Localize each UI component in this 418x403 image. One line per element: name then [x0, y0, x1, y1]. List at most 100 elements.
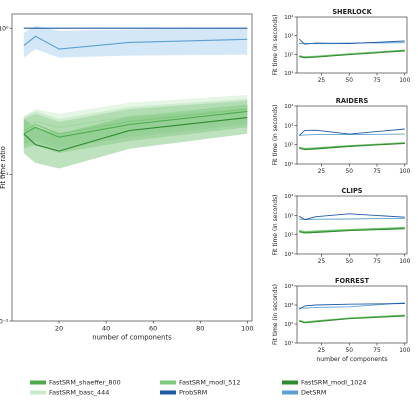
x-tick-label: 75 [373, 169, 381, 175]
legend-swatch [282, 390, 298, 395]
x-axis-label: number of components [316, 356, 387, 363]
x-tick-label: 40 [102, 325, 110, 333]
x-tick-label: 100 [399, 169, 410, 175]
y-axis-label: Fit time (in seconds) [272, 284, 279, 345]
axes-frame [296, 105, 408, 165]
series-line-fastsrm-shaeffer-800 [299, 227, 405, 233]
panel-title: FORREST [335, 277, 370, 285]
plot-area [298, 38, 405, 59]
series-line-detsrm [299, 217, 405, 221]
legend-item-fastsrm-shaeffer-800: FastSRM_shaeffer_800 [30, 379, 121, 387]
y-tick-label: 10³ [284, 302, 293, 309]
legend: FastSRM_shaeffer_800 FastSRM_modl_512 Fast… [30, 379, 366, 397]
legend-label: DetSRM [301, 389, 326, 397]
legend-label: ProbSRM [179, 389, 207, 397]
axes-frame [11, 13, 253, 322]
panel-sherlock: 25 50 75 100 10⁴ 10³ 10² 10¹ SHERLOCK Fit time (i… [272, 8, 411, 84]
series-line-fastsrm-modl-1024 [299, 228, 405, 234]
legend-item-detsrm: DetSRM [282, 389, 326, 397]
y-tick-label: 10³ [284, 212, 293, 219]
x-tick-label: 100 [399, 78, 410, 84]
legend-label: FastSRM_shaeffer_800 [49, 379, 121, 387]
legend-item-fastsrm-basc-444: FastSRM_basc_444 [30, 389, 109, 397]
y-tick-label: 10² [284, 142, 293, 149]
y-tick-label: 10⁴ [284, 193, 294, 200]
y-tick-label: 10³ [284, 122, 293, 129]
panel-fit-time-ratio: 20 40 60 80 100 10⁰ 10⁻¹ 10⁻² number of componen… [0, 13, 254, 342]
series-line-detsrm [23, 35, 248, 50]
panel-clips: 25 50 75 100 10⁴ 10³ 10² 10¹ CLIPS Fit time (in s… [272, 187, 411, 265]
x-tick-label: 25 [318, 78, 326, 84]
y-tick-label: 10⁴ [284, 103, 294, 110]
legend-swatch [282, 380, 298, 385]
legend-label: FastSRM_modl_512 [179, 379, 240, 387]
plot-area [298, 128, 405, 151]
series-line-detsrm [299, 133, 405, 136]
x-tick-label: 25 [318, 259, 326, 265]
x-tick-label: 80 [196, 325, 204, 333]
axes-frame [296, 285, 408, 344]
x-tick-label: 75 [373, 348, 381, 354]
y-tick-label: 10³ [284, 33, 293, 40]
x-axis-label: number of components [92, 334, 172, 342]
y-tick-label: 10⁻¹ [0, 172, 9, 179]
legend-label: FastSRM_modl_1024 [301, 379, 366, 387]
y-tick-label: 10⁰ [0, 25, 9, 32]
legend-swatch [30, 390, 46, 395]
y-tick-label: 10¹ [284, 70, 293, 77]
y-tick-label: 10¹ [284, 251, 293, 258]
axes-frame [296, 16, 408, 74]
legend-swatch [160, 380, 176, 385]
y-axis-label: Fit time (in seconds) [272, 15, 279, 76]
y-tick-label: 10² [284, 321, 293, 328]
x-tick-label: 60 [149, 325, 157, 333]
plot-area [298, 213, 405, 234]
x-tick-label: 75 [373, 78, 381, 84]
legend-swatch [160, 390, 176, 395]
y-tick-label: 10⁻² [0, 318, 9, 325]
legend-item-fastsrm-modl-1024: FastSRM_modl_1024 [282, 379, 366, 387]
series-line-fastsrm-modl-1024 [23, 117, 248, 152]
x-tick-label: 25 [318, 169, 326, 175]
x-tick-label: 100 [399, 348, 410, 354]
band-detsrm [23, 25, 248, 58]
y-tick-label: 10⁴ [284, 283, 294, 290]
band-fastsrm-basc-444 [23, 94, 248, 145]
series-line-fastsrm-modl-1024 [299, 143, 405, 151]
legend-item-probsrm: ProbSRM [160, 389, 207, 397]
y-tick-label: 10⁴ [284, 14, 294, 21]
plot-area [298, 302, 405, 324]
y-axis-label: Fit time ratio [0, 146, 7, 189]
series-line-fastsrm-modl-1024 [299, 315, 405, 324]
panel-title: CLIPS [341, 187, 362, 195]
panel-forrest: 25 50 75 100 10⁴ 10³ 10² 10¹ FORREST number of co… [272, 277, 411, 363]
series-line-fastsrm-basc-444 [23, 106, 248, 131]
y-tick-label: 10² [284, 51, 293, 58]
y-tick-label: 10² [284, 232, 293, 239]
x-tick-label: 50 [346, 259, 354, 265]
y-tick-label: 10¹ [284, 340, 293, 347]
x-tick-label: 100 [241, 325, 253, 333]
series-line-probsrm [298, 213, 405, 221]
x-tick-label: 50 [346, 169, 354, 175]
series-line-probsrm [298, 128, 405, 136]
series-line-fastsrm-shaeffer-800 [299, 142, 405, 150]
x-tick-label: 50 [346, 348, 354, 354]
series-line-probsrm [298, 303, 405, 310]
series-line-fastsrm-modl-512 [23, 108, 248, 135]
x-tick-label: 75 [373, 259, 381, 265]
series-line-fastsrm-modl-1024 [299, 50, 405, 59]
series-line-probsrm [298, 38, 405, 45]
axes-frame [296, 195, 408, 255]
legend-label: FastSRM_basc_444 [49, 389, 109, 397]
x-tick-label: 50 [346, 78, 354, 84]
series-line-detsrm [299, 302, 405, 309]
series-line-fastsrm-shaeffer-800 [23, 110, 248, 138]
panel-raiders: 25 50 75 100 10⁴ 10³ 10² 10¹ RAIDERS Fit time (in… [272, 97, 411, 175]
y-axis-label: Fit time (in seconds) [272, 105, 279, 166]
x-tick-label: 25 [318, 348, 326, 354]
y-tick-label: 10¹ [284, 161, 293, 168]
y-axis-label: Fit time (in seconds) [272, 195, 279, 256]
legend-swatch [30, 380, 46, 385]
